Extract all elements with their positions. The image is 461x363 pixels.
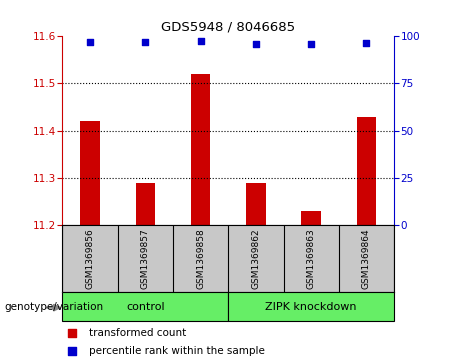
Text: GSM1369862: GSM1369862 — [251, 228, 260, 289]
Text: ZIPK knockdown: ZIPK knockdown — [266, 302, 357, 312]
FancyBboxPatch shape — [228, 292, 394, 321]
Text: genotype/variation: genotype/variation — [5, 302, 104, 312]
Point — [142, 39, 149, 45]
Bar — [191, 74, 210, 225]
Text: transformed count: transformed count — [89, 328, 186, 338]
Text: GSM1369864: GSM1369864 — [362, 228, 371, 289]
Point — [86, 39, 94, 45]
Bar — [357, 117, 376, 225]
Point — [363, 40, 370, 46]
Point — [69, 330, 76, 336]
Text: GSM1369863: GSM1369863 — [307, 228, 316, 289]
Title: GDS5948 / 8046685: GDS5948 / 8046685 — [161, 21, 295, 34]
Text: GSM1369858: GSM1369858 — [196, 228, 205, 289]
Text: percentile rank within the sample: percentile rank within the sample — [89, 346, 265, 356]
Text: control: control — [126, 302, 165, 312]
Text: GSM1369857: GSM1369857 — [141, 228, 150, 289]
Point — [252, 41, 260, 47]
Bar — [80, 121, 100, 225]
Point — [69, 348, 76, 354]
FancyBboxPatch shape — [62, 292, 228, 321]
Point — [197, 38, 204, 44]
Bar — [246, 183, 266, 225]
Bar — [301, 211, 321, 225]
Text: GSM1369856: GSM1369856 — [85, 228, 95, 289]
Bar — [136, 183, 155, 225]
Point — [307, 41, 315, 47]
